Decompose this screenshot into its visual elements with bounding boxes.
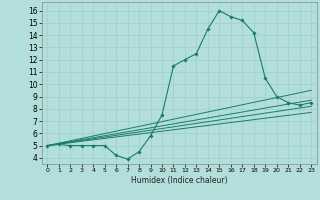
- X-axis label: Humidex (Indice chaleur): Humidex (Indice chaleur): [131, 176, 228, 185]
